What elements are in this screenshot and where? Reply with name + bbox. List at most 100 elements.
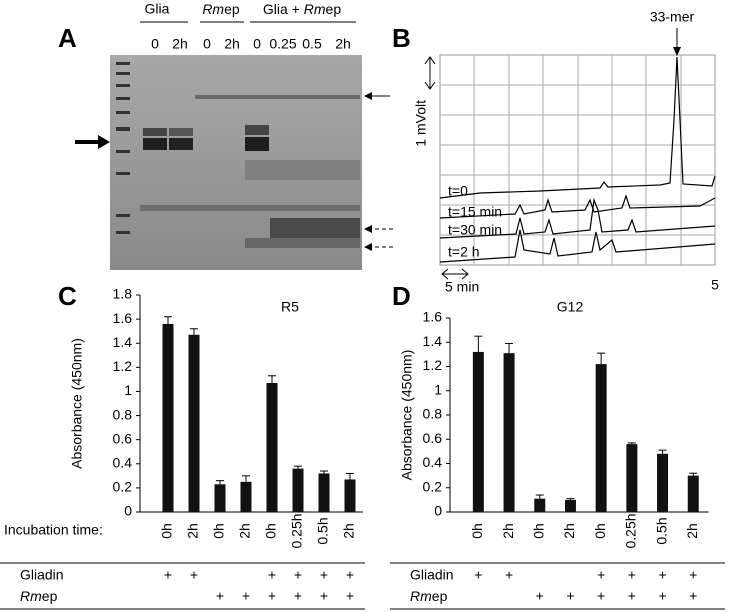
italic-part: Rm (410, 588, 432, 604)
bar (214, 484, 226, 512)
sign: + (346, 588, 354, 604)
sign: + (628, 588, 636, 604)
sign: + (268, 567, 276, 583)
sign: + (566, 588, 574, 604)
text-part: ep (326, 1, 342, 17)
y-tick-label: 0.6 (113, 430, 133, 446)
x-axis-title: Incubation time: (4, 522, 103, 538)
peak-label: 33-mer (650, 9, 695, 25)
x-tick-label: 0.5h (653, 517, 669, 544)
x-tick-label: 0h (159, 523, 175, 539)
x-tick-label: 0h (469, 523, 485, 539)
y-tick-label: 0.4 (113, 454, 133, 470)
y-tick-label: 1.4 (423, 333, 443, 349)
y-tick-label: 0 (124, 503, 132, 519)
lane-labels: 0 2h 0 2h 0 0.25 0.5 2h (151, 36, 351, 52)
bar (534, 498, 546, 512)
x-tick-label: 0h (592, 523, 608, 539)
x-end-label: 5 (711, 277, 719, 293)
bar (292, 468, 304, 512)
y-tick-label: 1.4 (113, 334, 133, 350)
y-tick-label: 0.8 (113, 406, 133, 422)
x-tick-label: 0h (530, 523, 546, 539)
scale-bar (424, 56, 436, 65)
y-scale-label: 1 mVolt (413, 100, 429, 147)
trace-label: t=2 h (448, 244, 480, 260)
gel: Glia Rmep Glia + Rmep 0 2h 0 2h 0 0.25 0.5 2h (75, 1, 396, 270)
arrow-head (364, 225, 372, 233)
sign: + (242, 588, 250, 604)
x-tick-label: 0.25h (623, 513, 639, 548)
y-tick-label: 1.2 (423, 357, 443, 373)
sign: + (536, 588, 544, 604)
x-tick-label: 0.25h (289, 513, 305, 548)
ladder (116, 62, 130, 234)
lane-label: 0.25 (269, 36, 296, 52)
lane-label: 0 (151, 36, 159, 52)
lane-label: 2h (335, 36, 351, 52)
x-tick-label: 2h (684, 523, 700, 539)
bar (564, 499, 576, 512)
y-tick-label: 1 (124, 382, 132, 398)
text-part: Glia + (263, 1, 304, 17)
sign: + (597, 588, 605, 604)
y-axis-label: Absorbance (450nm) (69, 338, 85, 469)
y-tick-label: 1 (434, 381, 442, 397)
x-tick-label: 2h (500, 523, 516, 539)
y-tick-label: 1.6 (423, 309, 443, 325)
sign: + (268, 588, 276, 604)
sign: + (346, 567, 354, 583)
sign: + (294, 588, 302, 604)
bar (318, 473, 330, 512)
sign: + (658, 588, 666, 604)
row-label: Rmep (20, 588, 58, 604)
sign: + (689, 588, 697, 604)
panel-label: D (392, 281, 411, 311)
x-tick-label: 2h (237, 523, 253, 539)
bar (188, 334, 200, 512)
y-tick-label: 0.2 (423, 478, 443, 494)
row-label: Gliadin (20, 567, 64, 583)
lane-label: 2h (172, 36, 188, 52)
x-tick-label: 2h (341, 523, 357, 539)
sign: + (505, 567, 513, 583)
traces (439, 56, 716, 263)
row-label: Gliadin (410, 567, 454, 583)
sign: + (164, 567, 172, 583)
sign: + (474, 567, 482, 583)
bar-charts: 0 0.2 0.4 0.6 0.8 1 1.2 1.4 1.6 1.8 R5 Absorbance (… (0, 286, 725, 610)
arrow-head (673, 47, 681, 56)
x-tick-label: 0h (211, 523, 227, 539)
bar (266, 383, 278, 512)
y-tick-label: 0.8 (423, 406, 443, 422)
sign: + (320, 588, 328, 604)
text-part: ep (42, 588, 58, 604)
x-scale-label: 5 min (445, 279, 479, 295)
y-tick-label: 1.2 (113, 358, 133, 374)
italic-part: Rm (304, 1, 326, 17)
bar (657, 453, 669, 512)
x-tick-label: 0h (263, 523, 279, 539)
bar (472, 351, 484, 512)
y-tick-label: 1.8 (113, 286, 133, 302)
chart-title: G12 (557, 299, 584, 315)
sign: + (658, 567, 666, 583)
y-axis-label: Absorbance (450nm) (399, 350, 415, 481)
scale-bar (461, 268, 469, 280)
sign: + (689, 567, 697, 583)
y-tick-label: 0.6 (423, 430, 443, 446)
gel-group: Glia (145, 1, 170, 17)
x-tick-label: 2h (185, 523, 201, 539)
x-tick-label: 0.5h (315, 517, 331, 544)
bar (240, 481, 252, 512)
lane-label: 0 (253, 36, 261, 52)
gel-group: Rmep (202, 1, 240, 17)
text-part: ep (432, 588, 448, 604)
y-tick-label: 0.2 (113, 479, 133, 495)
panel-label: C (58, 281, 77, 311)
y-tick-label: 0.4 (423, 454, 443, 470)
sign: + (597, 567, 605, 583)
sign: + (320, 567, 328, 583)
row-label: Rmep (410, 588, 448, 604)
